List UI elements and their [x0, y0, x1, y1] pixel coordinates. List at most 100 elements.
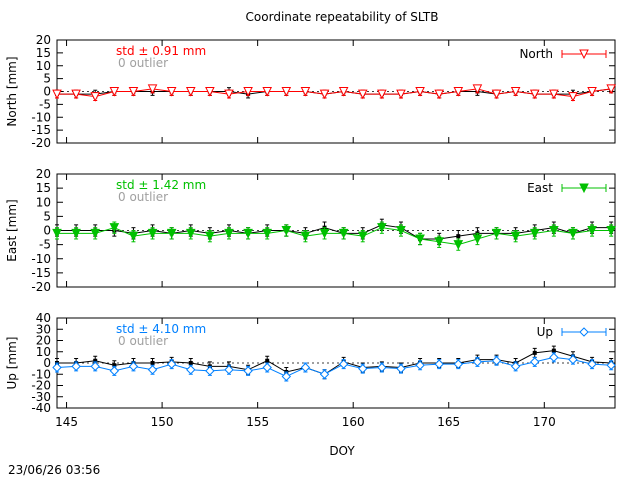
x-tick-label: 155 — [246, 415, 269, 429]
data-point — [472, 84, 483, 95]
data-point — [205, 87, 215, 97]
y-tick-label: -10 — [31, 110, 51, 124]
data-point — [453, 87, 464, 97]
x-axis-label: DOY — [329, 444, 355, 458]
data-point — [52, 89, 62, 100]
data-point — [549, 226, 559, 236]
data-point — [185, 87, 196, 97]
y-tick-label: 15 — [36, 46, 51, 60]
series-line — [57, 88, 612, 98]
y-tick-label: -20 — [31, 136, 51, 150]
data-point — [529, 89, 540, 100]
data-point — [281, 371, 292, 382]
outlier-annotation: 0 outlier — [118, 190, 168, 204]
data-point — [319, 89, 330, 100]
data-point — [243, 228, 253, 239]
reference-point — [265, 358, 270, 363]
data-point — [71, 228, 81, 239]
data-point — [262, 228, 273, 239]
y-tick-label: -15 — [31, 266, 51, 280]
y-tick-label: 30 — [36, 322, 51, 336]
legend-label: Up — [537, 325, 553, 339]
legend-marker — [579, 49, 589, 60]
data-point — [128, 87, 139, 97]
data-point — [186, 365, 196, 375]
reference-point — [551, 348, 556, 353]
data-point — [453, 240, 464, 250]
data-point — [606, 84, 616, 95]
data-point — [300, 362, 311, 373]
legend-marker — [579, 183, 589, 194]
y-tick-label: 10 — [36, 59, 51, 73]
outlier-annotation: 0 outlier — [118, 56, 168, 70]
data-point — [587, 87, 597, 97]
data-point — [262, 362, 272, 373]
data-point — [166, 359, 177, 369]
data-point — [453, 359, 464, 369]
data-point — [128, 361, 139, 372]
data-point — [549, 89, 559, 100]
y-tick-label: 40 — [36, 311, 51, 325]
data-point — [491, 228, 502, 239]
y-tick-label: -20 — [31, 379, 51, 393]
data-point — [224, 228, 234, 239]
timestamp: 23/06/26 03:56 — [8, 463, 100, 477]
data-point — [530, 357, 540, 367]
data-point — [205, 231, 215, 242]
reference-series-line — [57, 224, 612, 240]
data-point — [166, 228, 177, 239]
data-point — [147, 365, 158, 375]
data-point — [491, 356, 502, 366]
y-tick-label: 20 — [36, 167, 51, 181]
x-tick-label: 160 — [342, 415, 365, 429]
data-point — [472, 234, 483, 245]
data-point — [319, 369, 330, 379]
data-point — [377, 362, 387, 373]
data-point — [434, 359, 444, 369]
x-tick-label: 165 — [437, 415, 460, 429]
data-point — [510, 361, 521, 372]
y-tick-label: -30 — [31, 390, 51, 404]
y-tick-label: 20 — [36, 334, 51, 348]
data-point — [71, 89, 81, 100]
data-point — [300, 231, 311, 242]
data-point — [262, 87, 273, 97]
data-point — [568, 228, 578, 239]
data-point — [243, 87, 253, 97]
y-tick-label: -15 — [31, 123, 51, 137]
y-tick-label: -5 — [39, 97, 51, 111]
data-point — [587, 359, 597, 369]
data-point — [338, 359, 349, 369]
data-point — [300, 87, 311, 97]
data-point — [357, 89, 368, 100]
data-point — [472, 357, 483, 367]
reference-point — [93, 358, 98, 363]
data-point — [338, 87, 349, 97]
legend-label: East — [527, 181, 553, 195]
data-point — [415, 360, 425, 370]
data-point — [377, 89, 387, 100]
y-tick-label: -10 — [31, 367, 51, 381]
legend-label: North — [519, 47, 553, 61]
data-point — [224, 365, 234, 375]
y-axis-label: Up [mm] — [5, 337, 19, 390]
data-point — [185, 228, 196, 239]
y-tick-label: 10 — [36, 195, 51, 209]
data-point — [338, 228, 349, 239]
data-point — [90, 361, 100, 372]
data-point — [396, 226, 406, 236]
y-tick-label: -20 — [31, 280, 51, 294]
std-annotation: std ± 0.91 mm — [116, 44, 206, 58]
data-point — [357, 231, 368, 242]
data-point — [224, 89, 234, 100]
data-point — [510, 87, 521, 97]
data-point — [109, 366, 120, 376]
series-line — [57, 227, 612, 246]
data-point — [549, 352, 559, 363]
data-point — [147, 228, 158, 239]
data-point — [396, 363, 406, 374]
data-point — [52, 362, 62, 373]
reference-point — [456, 234, 461, 239]
